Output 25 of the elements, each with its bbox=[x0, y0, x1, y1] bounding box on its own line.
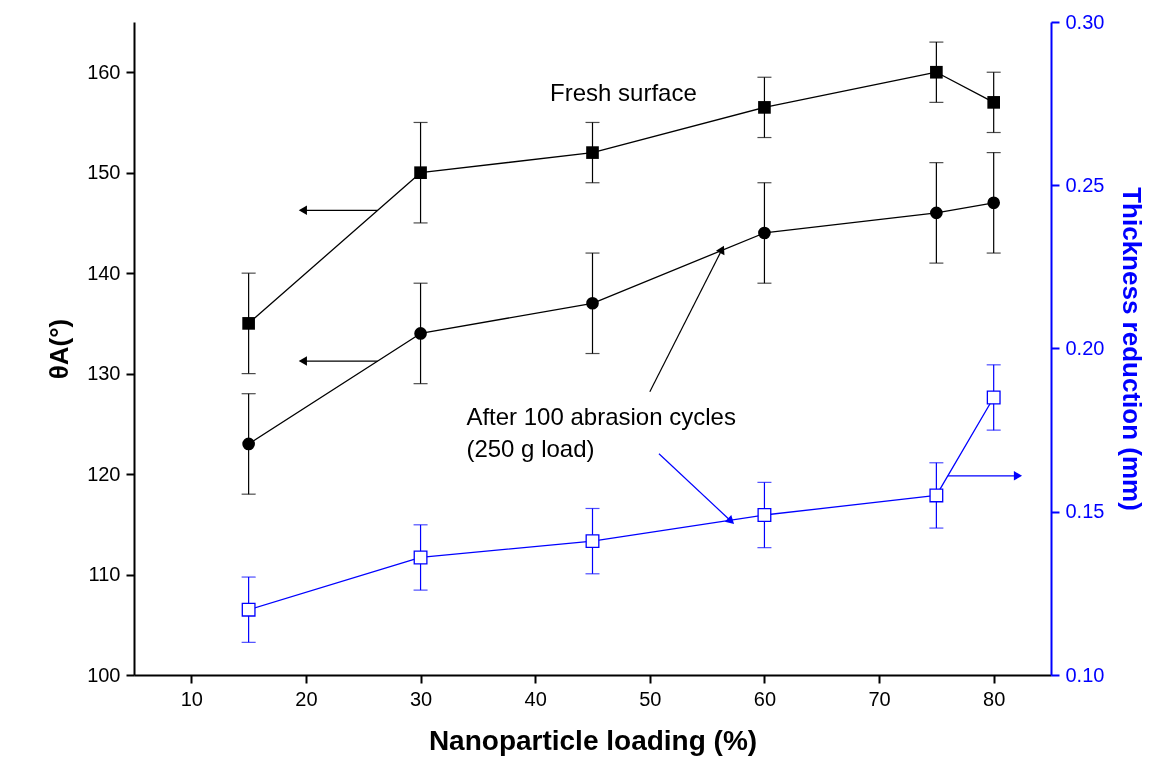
x-tick-label: 30 bbox=[409, 687, 433, 710]
y-tick-label: 150 bbox=[87, 161, 121, 184]
y2-axis-title: Thickness reduction (mm) bbox=[1117, 187, 1148, 511]
y2-tick-label: 0.30 bbox=[1065, 10, 1105, 33]
x-tick-label: 40 bbox=[524, 687, 547, 710]
y-tick-label: 130 bbox=[87, 362, 121, 385]
annotation: Fresh surface bbox=[550, 79, 697, 107]
x-tick-label: 70 bbox=[868, 687, 891, 710]
y-tick-label: 140 bbox=[87, 261, 121, 284]
x-tick-label: 60 bbox=[753, 687, 777, 710]
y2-tick-label: 0.20 bbox=[1065, 337, 1105, 359]
y2-tick-label: 0.10 bbox=[1065, 663, 1105, 686]
x-tick-label: 20 bbox=[295, 687, 318, 710]
x-axis-title: Nanoparticle loading (%) bbox=[428, 724, 758, 756]
y-tick-label: 110 bbox=[88, 563, 121, 586]
y2-tick-label: 0.25 bbox=[1065, 173, 1105, 196]
y-tick-label: 160 bbox=[87, 60, 121, 83]
x-tick-label: 80 bbox=[983, 687, 1006, 710]
annotation: After 100 abrasion cycles (250 g load) bbox=[466, 402, 736, 462]
y-tick-label: 120 bbox=[87, 462, 121, 485]
x-tick-label: 50 bbox=[639, 687, 662, 710]
y-axis-title: θA(°) bbox=[44, 318, 75, 380]
x-tick-label: 10 bbox=[180, 687, 203, 710]
y-tick-label: 100 bbox=[87, 663, 121, 686]
y2-tick-label: 0.15 bbox=[1065, 500, 1105, 523]
